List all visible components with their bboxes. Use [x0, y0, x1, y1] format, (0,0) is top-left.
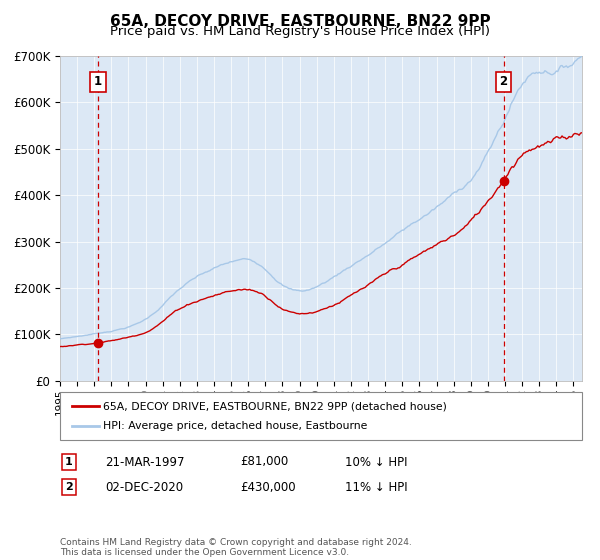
- Text: 65A, DECOY DRIVE, EASTBOURNE, BN22 9PP: 65A, DECOY DRIVE, EASTBOURNE, BN22 9PP: [110, 14, 490, 29]
- Text: 1: 1: [94, 76, 102, 88]
- Text: 65A, DECOY DRIVE, EASTBOURNE, BN22 9PP (detached house): 65A, DECOY DRIVE, EASTBOURNE, BN22 9PP (…: [103, 402, 447, 411]
- Text: Contains HM Land Registry data © Crown copyright and database right 2024.
This d: Contains HM Land Registry data © Crown c…: [60, 538, 412, 557]
- Text: 10% ↓ HPI: 10% ↓ HPI: [345, 455, 407, 469]
- Text: £430,000: £430,000: [240, 480, 296, 494]
- Text: 2: 2: [500, 76, 508, 88]
- Text: Price paid vs. HM Land Registry's House Price Index (HPI): Price paid vs. HM Land Registry's House …: [110, 25, 490, 38]
- Text: 02-DEC-2020: 02-DEC-2020: [105, 480, 183, 494]
- Text: 11% ↓ HPI: 11% ↓ HPI: [345, 480, 407, 494]
- Text: £81,000: £81,000: [240, 455, 288, 469]
- Text: 1: 1: [65, 457, 73, 467]
- Text: HPI: Average price, detached house, Eastbourne: HPI: Average price, detached house, East…: [103, 421, 368, 431]
- Text: 21-MAR-1997: 21-MAR-1997: [105, 455, 185, 469]
- Text: 2: 2: [65, 482, 73, 492]
